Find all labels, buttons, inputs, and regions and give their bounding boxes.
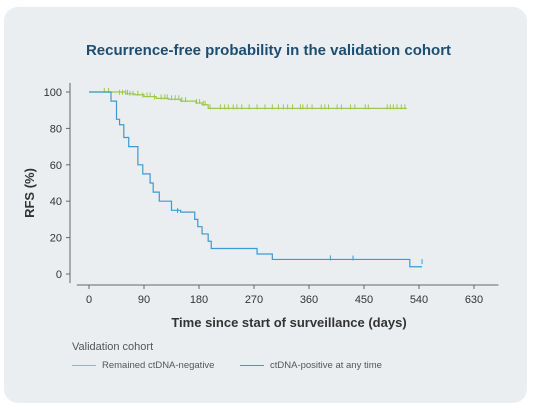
chart-card <box>4 7 527 403</box>
y-tick-label: 80 <box>50 123 62 135</box>
y-tick-label: 0 <box>56 269 62 281</box>
legend-title: Validation cohort <box>72 341 154 353</box>
x-axis-label: Time since start of surveillance (days) <box>171 315 406 330</box>
x-tick-label: 270 <box>245 294 263 306</box>
curves <box>89 88 423 268</box>
legend-item-negative: Remained ctDNA-negative <box>72 360 214 371</box>
x-tick-label: 540 <box>410 294 428 306</box>
legend-swatch-positive <box>240 365 264 366</box>
y-tick-label: 60 <box>50 160 62 172</box>
chart-title: Recurrence-free probability in the valid… <box>85 42 452 59</box>
y-tick-label: 100 <box>44 87 62 99</box>
x-tick-label: 360 <box>300 294 318 306</box>
legend-label-positive: ctDNA-positive at any time <box>270 360 382 371</box>
y-axis-label: RFS (%) <box>22 168 37 218</box>
y-tick-label: 20 <box>50 233 62 245</box>
legend-swatch-negative <box>72 365 96 366</box>
x-tick-label: 450 <box>355 294 373 306</box>
y-tick-label: 40 <box>50 196 62 208</box>
series-line-negative <box>89 91 407 109</box>
x-tick-label: 180 <box>190 294 208 306</box>
x-tick-label: 0 <box>86 294 92 306</box>
axes: 0 20 40 60 80 100 0 90 180 270 360 450 540 630 <box>44 82 499 306</box>
legend-item-positive: ctDNA-positive at any time <box>240 360 382 371</box>
series-line-positive <box>89 91 423 268</box>
legend-label-negative: Remained ctDNA-negative <box>102 360 215 371</box>
x-tick-label: 90 <box>138 294 150 306</box>
x-tick-label: 630 <box>465 294 483 306</box>
